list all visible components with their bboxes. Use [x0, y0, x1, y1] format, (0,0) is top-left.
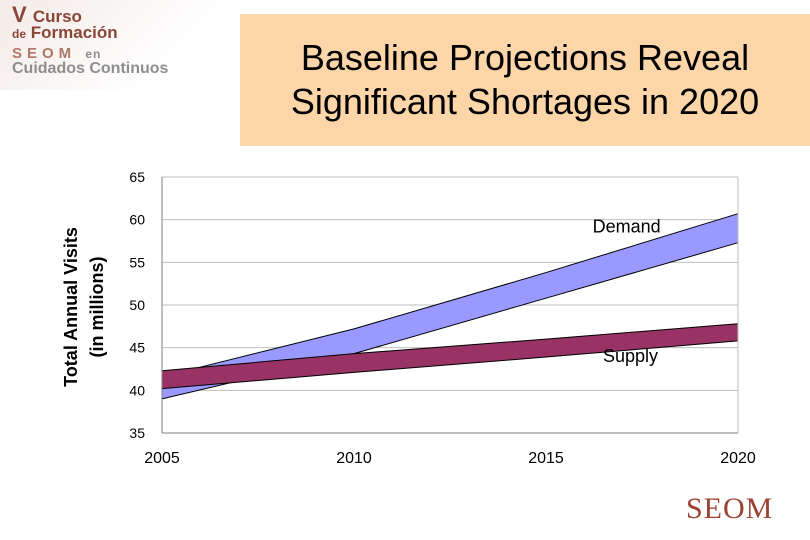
- y-axis-sublabel: (in millions): [87, 256, 107, 357]
- y-axis-label: Total Annual Visits: [61, 227, 81, 387]
- y-tick-label-65: 65: [129, 169, 145, 185]
- logo-formacion: Formación: [30, 23, 118, 42]
- x-tick-label-2010: 2010: [336, 450, 372, 467]
- y-tick-label-40: 40: [129, 382, 145, 398]
- logo-line-1: V Curso: [12, 2, 82, 28]
- logo-de: de: [12, 27, 27, 41]
- logo-seom: SEOM: [12, 45, 77, 62]
- y-tick-label-35: 35: [129, 425, 145, 441]
- logo-en: en: [85, 47, 102, 61]
- logo-line-2: de Formación: [12, 23, 118, 43]
- x-tick-label-2005: 2005: [144, 450, 180, 467]
- y-tick-label-45: 45: [129, 340, 145, 356]
- x-tick-label-2015: 2015: [528, 450, 564, 467]
- label-supply: Supply: [603, 346, 658, 366]
- title-banner: Baseline Projections Reveal Significant …: [240, 14, 810, 146]
- label-demand: Demand: [593, 216, 661, 236]
- logo-line-3: SEOM en: [12, 45, 101, 62]
- logo-curso: Curso: [32, 7, 82, 26]
- logo-line-4: Cuidados Continuos: [12, 60, 169, 77]
- course-logo: V Curso de Formación SEOM en Cuidados Co…: [0, 0, 240, 90]
- x-tick-label-2020: 2020: [720, 450, 756, 467]
- logo-v: V: [12, 2, 27, 27]
- y-tick-label-50: 50: [129, 297, 145, 313]
- seom-footer-logo: SEOM: [686, 492, 774, 525]
- y-tick-label-55: 55: [129, 254, 145, 270]
- title-line-1: Baseline Projections Reveal: [300, 37, 750, 78]
- y-tick-label-60: 60: [129, 212, 145, 228]
- slide-title: Baseline Projections Reveal Significant …: [291, 36, 759, 124]
- title-line-2: Significant Shortages in 2020: [290, 81, 760, 122]
